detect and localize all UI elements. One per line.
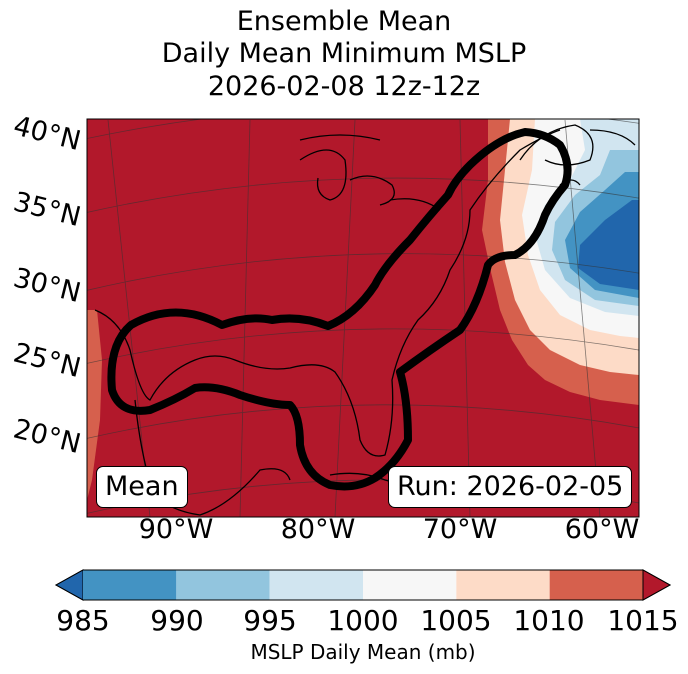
lon-label-60: 60°W — [564, 514, 640, 545]
colorbar-tick-995: 995 — [243, 604, 297, 637]
lon-label-80: 80°W — [280, 514, 356, 545]
mean-label-box: Mean — [96, 466, 188, 508]
colorbar-label: MSLP Daily Mean (mb) — [250, 640, 476, 664]
colorbar-segment-1010-1015 — [549, 570, 643, 600]
map-frame — [86, 118, 640, 518]
colorbar-tick-985: 985 — [56, 604, 110, 637]
colorbar-extend-over — [642, 569, 672, 601]
colorbar-tick-1010: 1010 — [513, 604, 585, 637]
colorbar-segment-985-990 — [83, 570, 177, 600]
colorbar-tick-1015: 1015 — [607, 604, 679, 637]
colorbar-segment-1000-1005 — [363, 570, 457, 600]
colorbar-outline — [54, 569, 672, 601]
pressure-band-1010-1015-west — [87, 310, 102, 500]
run-date-box: Run: 2026-02-05 — [388, 466, 633, 508]
title-line-2: Daily Mean Minimum MSLP — [161, 38, 527, 69]
colorbar-segment-990-995 — [176, 570, 270, 600]
title-line-3: 2026-02-08 12z-12z — [207, 71, 481, 102]
colorbar-extend-under — [54, 569, 84, 601]
lon-label-90: 90°W — [138, 514, 214, 545]
colorbar-segment-1005-1010 — [456, 570, 550, 600]
colorbar-tick-990: 990 — [150, 604, 204, 637]
colorbar-segment-995-1000 — [269, 570, 363, 600]
map-plot-area — [87, 119, 639, 517]
title-line-1: Ensemble Mean — [236, 6, 452, 37]
mean-mslp-contour — [107, 128, 572, 491]
pressure-band-below-985 — [578, 200, 639, 290]
lon-label-70: 70°W — [422, 514, 498, 545]
colorbar-tick-1000: 1000 — [327, 604, 399, 637]
colorbar-tick-1005: 1005 — [420, 604, 492, 637]
